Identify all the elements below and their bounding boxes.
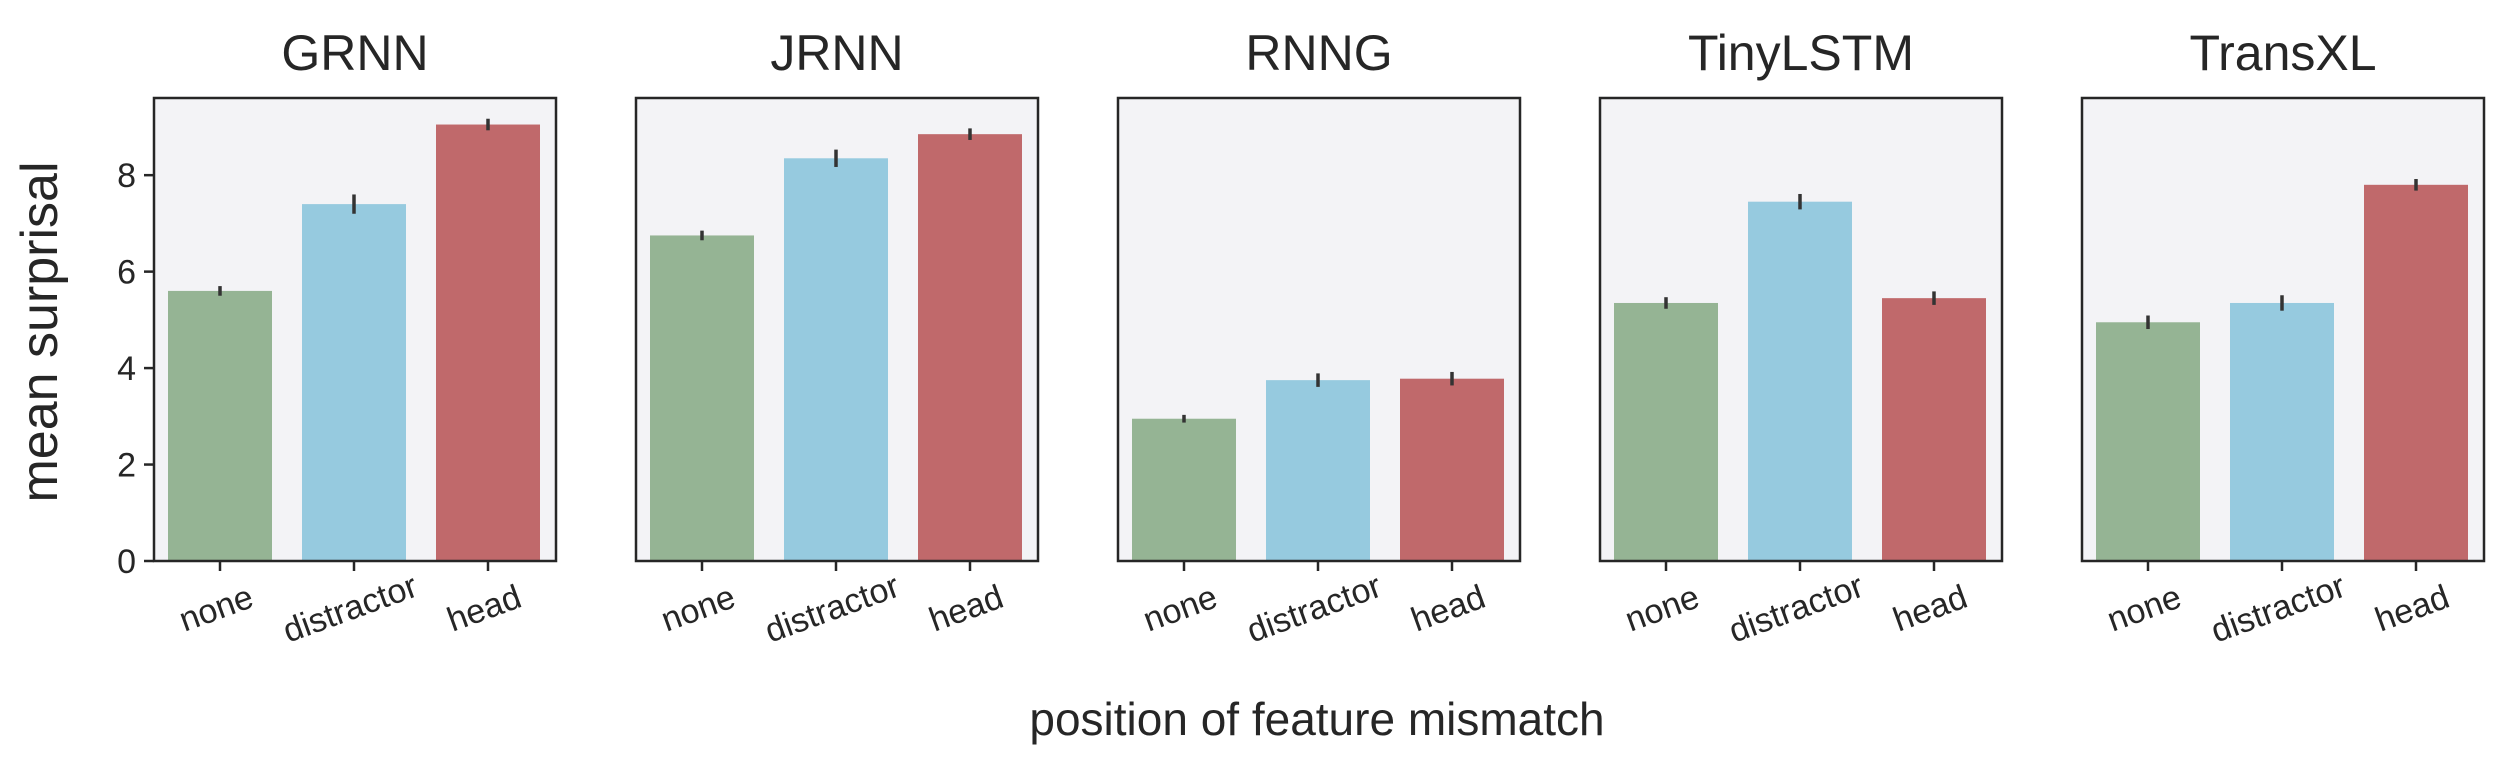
y-tick-label: 8 (117, 157, 136, 195)
x-tick-label: none (174, 578, 258, 640)
bar-distractor (1266, 380, 1370, 561)
bar-head (436, 124, 540, 562)
bar-none (1132, 418, 1236, 561)
panel-title: GRNN (281, 25, 428, 81)
panel-title: TinyLSTM (1688, 25, 1914, 81)
bar-distractor (302, 204, 406, 561)
y-tick-label: 4 (117, 350, 136, 388)
bar-distractor (784, 158, 888, 562)
x-tick-label: head (1406, 578, 1490, 640)
bar-none (168, 290, 272, 561)
x-tick-label: none (2102, 578, 2186, 640)
x-tick-label: none (1620, 578, 1704, 640)
panel-rnng: RNNG none distractor head (1116, 25, 1522, 651)
x-tick-label: distractor (2206, 567, 2350, 651)
bar-none (650, 235, 754, 561)
x-tick-label: distractor (1242, 567, 1386, 651)
y-tick-label: 2 (117, 447, 136, 485)
x-tick-label: head (2370, 578, 2454, 640)
bar-head (2364, 184, 2468, 561)
bar-head (1400, 378, 1504, 561)
panel-tinylstm: TinyLSTM none distractor head (1598, 25, 2004, 651)
y-tick-label: 0 (117, 543, 136, 581)
x-tick-label: none (1138, 578, 1222, 640)
x-tick-label: head (1888, 578, 1972, 640)
panel-jrnn: JRNN none distractor head (634, 25, 1040, 651)
y-axis-label: mean surprisal (11, 161, 69, 502)
panel-title: RNNG (1245, 25, 1392, 81)
x-tick-label: head (442, 578, 526, 640)
x-tick-label: distractor (1724, 567, 1868, 651)
x-tick-label: distractor (278, 567, 422, 651)
panel-grnn: GRNN none distractor head 0 2 4 6 8 (117, 25, 558, 651)
bar-none (1614, 302, 1718, 561)
x-tick-label: none (656, 578, 740, 640)
bar-distractor (2230, 302, 2334, 561)
y-tick-label: 6 (117, 254, 136, 292)
panel-transxl: TransXL none distractor head (2080, 25, 2486, 651)
bar-head (918, 134, 1022, 561)
x-tick-label: head (924, 578, 1008, 640)
panel-title: JRNN (770, 25, 903, 81)
x-axis-label: position of feature mismatch (1029, 693, 1604, 745)
bar-head (1882, 298, 1986, 561)
bar-distractor (1748, 201, 1852, 562)
x-tick-label: distractor (760, 567, 904, 651)
bar-none (2096, 322, 2200, 561)
panels: GRNN none distractor head 0 2 4 6 8 JRNN none distr… (117, 25, 2486, 651)
panel-title: TransXL (2189, 25, 2376, 81)
